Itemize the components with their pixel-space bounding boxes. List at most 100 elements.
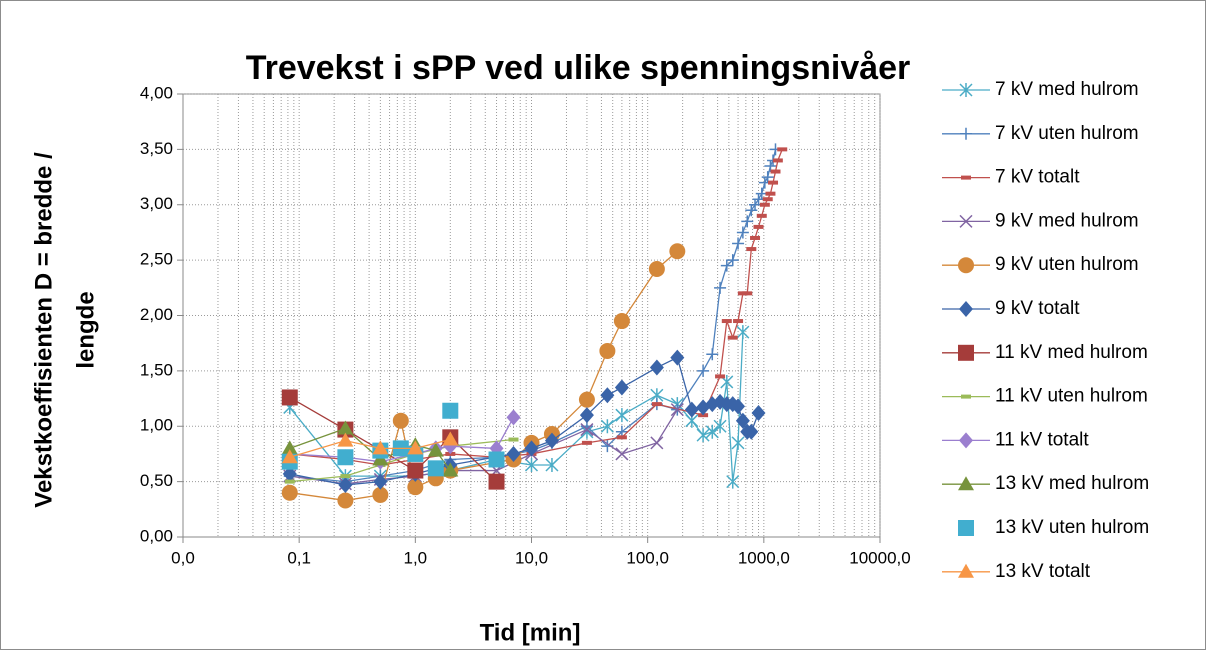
x-tick-label: 10,0 bbox=[515, 548, 548, 567]
data-point bbox=[741, 215, 754, 228]
legend-label: 11 kV uten hulrom bbox=[995, 386, 1148, 407]
data-point bbox=[615, 408, 629, 423]
data-point bbox=[735, 412, 750, 429]
data-point bbox=[753, 224, 764, 229]
data-point bbox=[337, 420, 354, 435]
legend-marker bbox=[958, 476, 974, 491]
legend-label: 11 kV med hulrom bbox=[995, 342, 1148, 363]
data-point bbox=[524, 440, 539, 457]
legend-label: 11 kV totalt bbox=[995, 429, 1089, 450]
data-point bbox=[648, 260, 665, 277]
legend-marker bbox=[961, 394, 971, 399]
data-point bbox=[407, 440, 424, 455]
data-point bbox=[581, 440, 592, 445]
data-point bbox=[744, 423, 759, 440]
y-tick-label: 2,50 bbox=[140, 250, 173, 269]
data-point bbox=[614, 379, 629, 396]
data-point bbox=[770, 169, 781, 174]
data-point bbox=[772, 158, 783, 163]
data-point bbox=[762, 197, 773, 202]
legend-marker bbox=[958, 257, 974, 274]
x-tick-label: 1,0 bbox=[404, 548, 428, 567]
data-point bbox=[524, 458, 539, 473]
data-point bbox=[373, 473, 388, 490]
data-point bbox=[579, 407, 594, 424]
data-point bbox=[706, 348, 719, 361]
data-point bbox=[506, 445, 521, 462]
data-point bbox=[721, 319, 732, 324]
legend-marker bbox=[959, 301, 973, 317]
y-tick-label: 0,50 bbox=[140, 471, 173, 490]
legend-label: 9 kV uten hulrom bbox=[995, 254, 1139, 275]
x-tick-label: 10000,0 bbox=[849, 548, 910, 567]
legend-marker bbox=[959, 432, 973, 449]
legend-marker bbox=[960, 127, 972, 140]
data-point bbox=[281, 440, 298, 455]
data-point bbox=[751, 404, 766, 421]
y-axis-label-line: Vekstkoeffisienten D = bredde / bbox=[30, 152, 57, 508]
legend-marker bbox=[959, 214, 973, 228]
x-tick-label: 0,1 bbox=[287, 548, 311, 567]
data-point bbox=[337, 432, 354, 447]
data-point bbox=[281, 484, 298, 501]
series-line bbox=[289, 149, 783, 466]
data-point bbox=[372, 486, 389, 503]
data-point bbox=[713, 419, 727, 434]
data-point bbox=[705, 424, 719, 439]
data-point bbox=[684, 401, 699, 418]
data-point bbox=[442, 431, 459, 446]
data-point bbox=[392, 412, 409, 429]
data-point bbox=[742, 291, 753, 296]
data-point bbox=[340, 474, 351, 479]
data-point bbox=[731, 435, 745, 450]
data-point bbox=[613, 313, 630, 330]
legend-marker bbox=[958, 563, 974, 578]
data-point bbox=[427, 442, 444, 457]
x-tick-label: 100,0 bbox=[626, 548, 669, 567]
data-point bbox=[338, 476, 353, 493]
data-point bbox=[714, 281, 727, 294]
data-point bbox=[580, 423, 594, 437]
legend-label: 13 kV uten hulrom bbox=[995, 517, 1149, 538]
data-point bbox=[281, 449, 298, 464]
data-point bbox=[545, 458, 559, 473]
data-point bbox=[746, 247, 757, 252]
y-tick-label: 3,00 bbox=[140, 194, 173, 213]
legend-marker bbox=[959, 83, 973, 97]
y-axis-label-line: lengde bbox=[72, 291, 99, 368]
data-point bbox=[506, 409, 521, 426]
data-point bbox=[726, 254, 739, 267]
legend-label: 9 kV totalt bbox=[995, 298, 1080, 319]
y-tick-label: 1,00 bbox=[140, 416, 173, 435]
y-tick-label: 4,00 bbox=[140, 83, 173, 102]
data-point bbox=[544, 432, 559, 449]
data-point bbox=[488, 451, 505, 468]
legend-label: 13 kV med hulrom bbox=[995, 473, 1149, 494]
data-point bbox=[578, 391, 595, 408]
x-tick-label: 1000,0 bbox=[738, 548, 790, 567]
data-point bbox=[282, 465, 297, 482]
data-point bbox=[407, 479, 424, 496]
data-point bbox=[407, 462, 424, 479]
y-tick-label: 2,00 bbox=[140, 305, 173, 324]
data-point bbox=[670, 349, 685, 366]
data-point bbox=[281, 389, 298, 406]
data-point bbox=[508, 437, 519, 442]
x-tick-label: 0,0 bbox=[171, 548, 195, 567]
data-point bbox=[616, 435, 627, 440]
data-point bbox=[372, 440, 389, 455]
y-tick-label: 3,50 bbox=[140, 139, 173, 158]
data-point bbox=[727, 335, 738, 340]
data-point bbox=[337, 492, 354, 509]
data-point bbox=[720, 259, 733, 272]
data-point bbox=[427, 460, 444, 477]
data-point bbox=[669, 243, 686, 260]
legend-label: 7 kV totalt bbox=[995, 167, 1080, 188]
legend-marker bbox=[958, 344, 974, 361]
data-point bbox=[736, 226, 749, 239]
data-point bbox=[284, 479, 295, 484]
legend-marker bbox=[958, 520, 974, 536]
series bbox=[281, 431, 459, 464]
data-point bbox=[696, 428, 710, 443]
